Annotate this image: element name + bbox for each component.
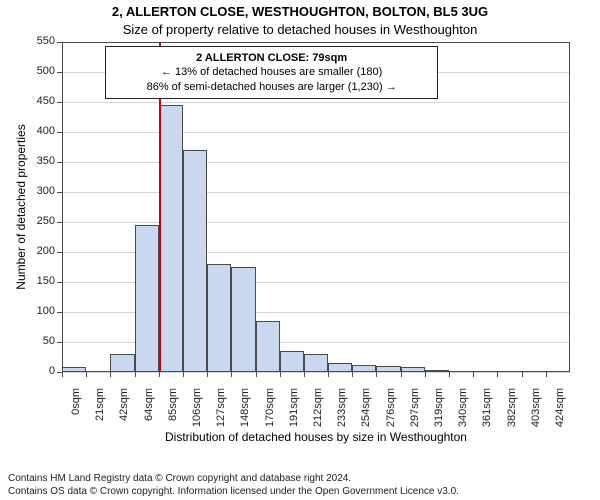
annotation-line: 2 ALLERTON CLOSE: 79sqm xyxy=(114,51,429,65)
histogram-bar xyxy=(328,363,352,372)
histogram-bar xyxy=(207,264,231,372)
x-tick-mark xyxy=(449,372,450,377)
x-tick-mark xyxy=(110,372,111,377)
y-tick-label: 250 xyxy=(25,215,55,227)
y-gridline xyxy=(62,162,570,163)
histogram-bar xyxy=(401,367,425,372)
footer-line-1: Contains HM Land Registry data © Crown c… xyxy=(8,473,459,486)
histogram-bar xyxy=(135,225,159,372)
x-tick-mark xyxy=(352,372,353,377)
y-tick-label: 100 xyxy=(25,305,55,317)
x-tick-mark xyxy=(497,372,498,377)
y-gridline xyxy=(62,192,570,193)
y-tick-label: 500 xyxy=(25,65,55,77)
histogram-bar xyxy=(231,267,255,372)
y-tick-label: 450 xyxy=(25,95,55,107)
y-tick-mark xyxy=(57,192,62,193)
chart-title-main: 2, ALLERTON CLOSE, WESTHOUGHTON, BOLTON,… xyxy=(0,4,600,19)
x-tick-mark xyxy=(522,372,523,377)
histogram-bar xyxy=(183,150,207,372)
chart-footer: Contains HM Land Registry data © Crown c… xyxy=(8,473,459,498)
plot-area: 0501001502002503003504004505005500sqm21s… xyxy=(62,42,570,372)
y-tick-mark xyxy=(57,252,62,253)
y-tick-mark xyxy=(57,282,62,283)
y-tick-label: 300 xyxy=(25,185,55,197)
histogram-bar xyxy=(62,367,86,372)
histogram-bar xyxy=(522,371,546,372)
y-tick-label: 50 xyxy=(25,335,55,347)
histogram-bar xyxy=(159,105,183,372)
x-tick-mark xyxy=(135,372,136,377)
x-tick-mark xyxy=(280,372,281,377)
x-tick-mark xyxy=(159,372,160,377)
y-gridline xyxy=(62,42,570,43)
y-tick-label: 150 xyxy=(25,275,55,287)
x-tick-mark xyxy=(546,372,547,377)
y-axis-label: Number of detached properties xyxy=(14,42,28,372)
y-tick-label: 550 xyxy=(25,35,55,47)
annotation-box: 2 ALLERTON CLOSE: 79sqm← 13% of detached… xyxy=(105,46,438,99)
y-gridline xyxy=(62,372,570,373)
y-tick-mark xyxy=(57,162,62,163)
x-tick-mark xyxy=(328,372,329,377)
histogram-bar xyxy=(425,370,449,372)
chart-title-sub: Size of property relative to detached ho… xyxy=(0,22,600,37)
x-axis-label: Distribution of detached houses by size … xyxy=(62,430,570,444)
y-tick-label: 200 xyxy=(25,245,55,257)
y-tick-mark xyxy=(57,102,62,103)
histogram-bar xyxy=(449,371,473,372)
y-tick-mark xyxy=(57,222,62,223)
x-tick-mark xyxy=(304,372,305,377)
x-tick-mark xyxy=(86,372,87,377)
y-gridline xyxy=(62,222,570,223)
y-tick-mark xyxy=(57,132,62,133)
histogram-bar xyxy=(352,365,376,372)
annotation-line: 86% of semi-detached houses are larger (… xyxy=(114,80,429,94)
x-tick-mark xyxy=(376,372,377,377)
x-tick-mark xyxy=(231,372,232,377)
y-gridline xyxy=(62,132,570,133)
x-tick-mark xyxy=(473,372,474,377)
y-tick-mark xyxy=(57,342,62,343)
annotation-line: ← 13% of detached houses are smaller (18… xyxy=(114,65,429,79)
x-tick-mark xyxy=(207,372,208,377)
y-tick-mark xyxy=(57,72,62,73)
x-tick-mark xyxy=(62,372,63,377)
histogram-bar xyxy=(110,354,134,372)
x-tick-mark xyxy=(256,372,257,377)
y-tick-label: 0 xyxy=(25,365,55,377)
y-gridline xyxy=(62,102,570,103)
histogram-bar xyxy=(376,366,400,372)
histogram-bar xyxy=(256,321,280,372)
x-tick-mark xyxy=(425,372,426,377)
histogram-bar xyxy=(304,354,328,372)
y-tick-label: 400 xyxy=(25,125,55,137)
y-tick-mark xyxy=(57,42,62,43)
x-tick-mark xyxy=(401,372,402,377)
x-tick-mark xyxy=(183,372,184,377)
histogram-bar xyxy=(280,351,304,372)
footer-line-2: Contains OS data © Crown copyright. Info… xyxy=(8,486,459,499)
y-tick-mark xyxy=(57,312,62,313)
y-tick-label: 350 xyxy=(25,155,55,167)
